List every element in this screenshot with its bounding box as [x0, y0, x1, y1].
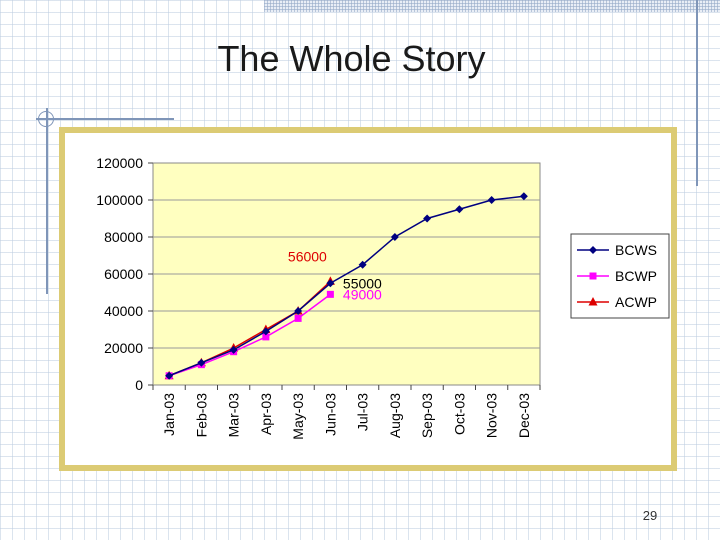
- x-tick-label: Apr-03: [258, 393, 274, 435]
- data-point-bcws: [390, 233, 399, 241]
- y-tick-label: 100000: [96, 192, 143, 208]
- legend-marker-acwp: [588, 297, 598, 306]
- y-tick-label: 80000: [104, 229, 143, 245]
- data-point-bcws: [519, 192, 528, 201]
- data-point-bcws: [197, 358, 206, 367]
- line-chart: 0 20000 40000 60000 80000 100000 120000 Jan-03 F…: [96, 155, 670, 440]
- series-line-bcwp: [168, 293, 331, 377]
- top-decorative-rule: [36, 118, 174, 120]
- y-tick-label: 20000: [104, 340, 143, 356]
- annotation-label: 49000: [343, 286, 382, 302]
- data-point-bcwp: [294, 314, 302, 322]
- x-tick-label: Mar-03: [226, 393, 242, 438]
- data-point-bcws: [261, 327, 270, 336]
- x-tick-label: Feb-03: [193, 393, 209, 438]
- series-line-bcws: [168, 195, 524, 377]
- annotation-label: 55000: [343, 275, 382, 291]
- x-tick-label: Oct-03: [451, 393, 467, 435]
- y-tick-label: 60000: [104, 266, 143, 282]
- right-decorative-rule: [696, 0, 698, 186]
- page-number: 29: [642, 508, 658, 523]
- data-point-bcws: [229, 345, 238, 354]
- chart-frame: 0 20000 40000 60000 80000 100000 120000 Jan-03 F…: [59, 127, 677, 471]
- x-tick-label: Sep-03: [419, 393, 435, 438]
- data-point-bcws: [326, 279, 335, 288]
- legend-marker-bcws: [589, 246, 597, 254]
- x-tick-label: Aug-03: [387, 393, 403, 438]
- data-point-bcwp: [326, 290, 334, 298]
- x-tick-label: Nov-03: [484, 393, 500, 438]
- y-tick-label: 120000: [96, 155, 143, 171]
- x-tick-label: Jun-03: [322, 393, 338, 436]
- x-tick-label: Jul-03: [355, 393, 371, 431]
- x-tick-label: May-03: [290, 393, 306, 440]
- data-point-bcws: [455, 205, 464, 214]
- legend-label-acwp: ACWP: [615, 294, 657, 310]
- legend-label-bcws: BCWS: [615, 242, 657, 258]
- data-point-bcws: [165, 371, 174, 380]
- legend-label-bcwp: BCWP: [615, 268, 657, 284]
- corner-pattern: [264, 0, 720, 12]
- data-point-bcws: [358, 260, 367, 269]
- annotation-label: 56000: [288, 248, 327, 264]
- data-point-bcwp: [262, 333, 270, 341]
- left-decorative-rule: [46, 108, 48, 294]
- data-point-bcws: [487, 196, 496, 204]
- x-tick-label: Jan-03: [161, 393, 177, 436]
- data-point-bcws: [423, 214, 432, 223]
- x-tick-label: Dec-03: [516, 393, 532, 438]
- slide-title: The Whole Story: [217, 38, 486, 79]
- y-tick-label: 0: [135, 377, 143, 393]
- y-tick-label: 40000: [104, 303, 143, 319]
- decorative-circle: [38, 111, 54, 127]
- legend-marker-bcwp: [589, 272, 597, 280]
- data-point-bcws: [294, 307, 303, 315]
